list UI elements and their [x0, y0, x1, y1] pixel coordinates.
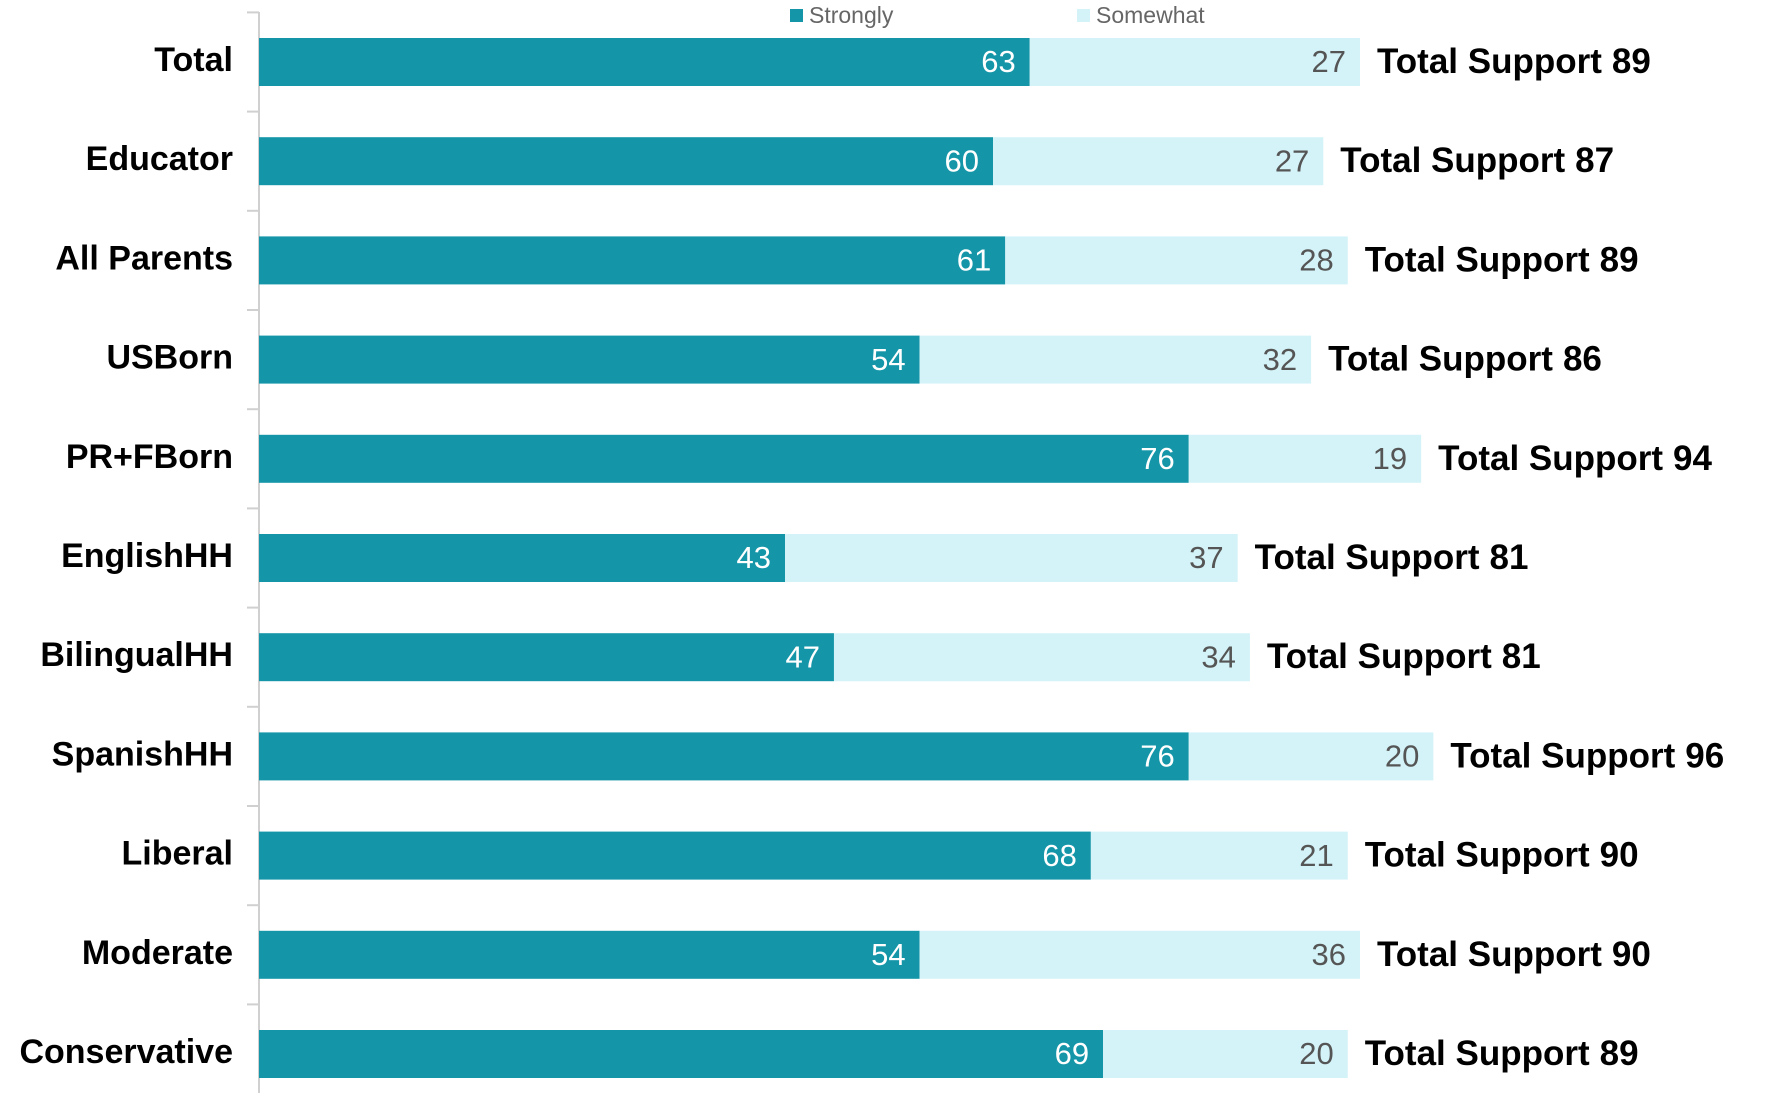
- value-label: 63: [981, 44, 1015, 79]
- bar-segment: [259, 930, 920, 979]
- value-label: 20: [1385, 739, 1419, 774]
- total-value: 89: [1600, 1034, 1639, 1073]
- value-label: 27: [1312, 44, 1346, 79]
- bar-segment: [1005, 236, 1348, 285]
- total-name: Total Support: [1377, 42, 1602, 81]
- category-label: Conservative: [19, 1033, 233, 1071]
- total-value: 87: [1575, 141, 1614, 180]
- bar-segment: [259, 236, 1006, 285]
- value-label: 36: [1312, 937, 1346, 972]
- total-label: Total Support 87: [1340, 141, 1614, 180]
- category-label: SpanishHH: [52, 735, 233, 773]
- total-label: Total Support 89: [1377, 42, 1651, 81]
- total-name: Total Support: [1365, 1034, 1590, 1073]
- bar-segment: [1188, 434, 1422, 483]
- total-label: Total Support 96: [1450, 737, 1724, 776]
- category-label: USBorn: [106, 339, 233, 377]
- value-label: 21: [1299, 838, 1333, 873]
- category-label: Moderate: [82, 934, 233, 972]
- total-value: 86: [1563, 340, 1602, 379]
- total-name: Total Support: [1267, 637, 1492, 676]
- value-label: 34: [1201, 639, 1235, 674]
- category-label: PR+FBorn: [66, 438, 233, 476]
- bar-segment: [259, 732, 1189, 781]
- total-name: Total Support: [1438, 439, 1663, 478]
- value-label: 47: [785, 639, 819, 674]
- bar-segment: [1188, 732, 1434, 781]
- total-name: Total Support: [1377, 935, 1602, 974]
- total-value: 94: [1673, 439, 1712, 478]
- value-label: 32: [1263, 342, 1297, 377]
- value-label: 76: [1140, 441, 1174, 476]
- legend-label: Strongly: [809, 2, 894, 28]
- total-name: Total Support: [1328, 340, 1553, 379]
- total-label: Total Support 89: [1365, 1034, 1639, 1073]
- bar-segment: [259, 335, 920, 384]
- bar-segment: [919, 930, 1360, 979]
- total-label: Total Support 90: [1377, 935, 1651, 974]
- total-value: 89: [1612, 42, 1651, 81]
- category-label: Educator: [86, 140, 233, 178]
- bar-segment: [259, 38, 1030, 86]
- bar-segment: [259, 137, 993, 186]
- value-label: 68: [1042, 838, 1076, 873]
- total-name: Total Support: [1365, 836, 1590, 875]
- category-label: EnglishHH: [61, 537, 233, 575]
- total-label: Total Support 89: [1365, 241, 1639, 280]
- value-label: 76: [1140, 739, 1174, 774]
- total-label: Total Support 86: [1328, 340, 1602, 379]
- bar-segment: [259, 534, 786, 582]
- value-label: 28: [1299, 243, 1333, 278]
- value-label: 61: [957, 243, 991, 278]
- bar-segment: [1103, 1030, 1348, 1078]
- bar-segment: [785, 534, 1238, 582]
- total-value: 90: [1600, 836, 1639, 875]
- total-name: Total Support: [1450, 737, 1675, 776]
- value-label: 69: [1055, 1036, 1089, 1071]
- value-label: 37: [1189, 540, 1223, 575]
- value-label: 19: [1373, 441, 1407, 476]
- category-label: Total: [154, 41, 233, 79]
- total-label: Total Support 90: [1365, 836, 1639, 875]
- total-value: 81: [1490, 538, 1529, 577]
- category-label: BilingualHH: [40, 636, 233, 674]
- bar-segment: [259, 831, 1091, 880]
- total-label: Total Support 81: [1267, 637, 1541, 676]
- category-label: Liberal: [122, 835, 233, 873]
- value-label: 54: [871, 937, 905, 972]
- bar-segment: [259, 1030, 1104, 1078]
- bar-segment: [259, 434, 1189, 483]
- category-label: All Parents: [55, 239, 233, 277]
- total-value: 81: [1502, 637, 1541, 676]
- total-value: 89: [1600, 241, 1639, 280]
- total-value: 90: [1612, 935, 1651, 974]
- total-name: Total Support: [1340, 141, 1565, 180]
- legend-swatch: [790, 9, 803, 22]
- bar-segment: [919, 335, 1312, 384]
- total-label: Total Support 94: [1438, 439, 1712, 478]
- value-label: 54: [871, 342, 905, 377]
- bar-segment: [259, 633, 834, 682]
- bar-segment: [1090, 831, 1348, 880]
- bar-segment: [833, 633, 1250, 682]
- total-name: Total Support: [1255, 538, 1480, 577]
- bar-segment: [993, 137, 1324, 186]
- value-label: 20: [1299, 1036, 1333, 1071]
- legend-swatch: [1077, 9, 1090, 22]
- legend-label: Somewhat: [1096, 2, 1205, 28]
- total-label: Total Support 81: [1255, 538, 1529, 577]
- total-value: 96: [1685, 737, 1724, 776]
- value-label: 60: [945, 143, 979, 178]
- value-label: 27: [1275, 143, 1309, 178]
- bar-segment: [1029, 38, 1360, 86]
- total-name: Total Support: [1365, 241, 1590, 280]
- value-label: 43: [737, 540, 771, 575]
